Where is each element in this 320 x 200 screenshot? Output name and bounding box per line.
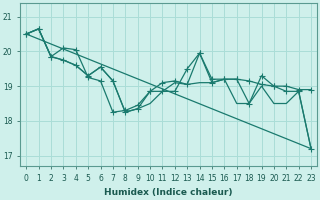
X-axis label: Humidex (Indice chaleur): Humidex (Indice chaleur) bbox=[104, 188, 233, 197]
